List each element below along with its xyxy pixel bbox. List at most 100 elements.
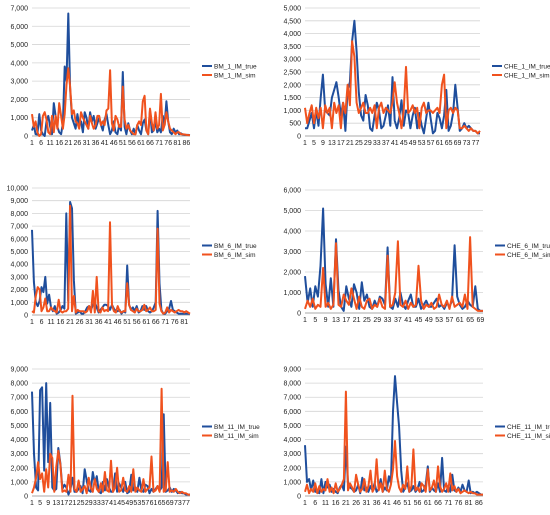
legend-label: CHE_6_IM_true [507, 243, 550, 250]
x-tick-label: 45 [415, 317, 423, 324]
legend-label: CHE_6_IM_sim [507, 252, 550, 259]
y-tick-label: 1,000 [283, 108, 301, 115]
y-tick-label: 7,000 [10, 6, 28, 13]
x-tick-label: 66 [152, 319, 160, 326]
y-tick-label: 3,000 [283, 57, 301, 64]
y-tick-label: 1,500 [283, 95, 301, 102]
chart-che1: 0 500 1,000 1,500 2,000 2,500 3,000 3,500 4,000 4… [283, 6, 550, 148]
y-tick-label: 3,000 [10, 451, 28, 458]
y-tick-label: 3,000 [283, 451, 301, 458]
y-tick-label: 2,500 [283, 70, 301, 77]
x-tick-label: 36 [373, 500, 381, 507]
x-tick-label: 17 [337, 140, 345, 147]
chart-bm6: 0 1,000 2,000 3,000 4,000 5,000 6,000 7,000 8,00… [7, 186, 257, 327]
x-tick-label: 61 [137, 140, 145, 147]
x-tick-label: 81 [465, 500, 473, 507]
x-tick-label: 17 [342, 317, 350, 324]
x-tick-label: 37 [382, 140, 390, 147]
y-tick-label: 6,000 [283, 188, 301, 195]
x-tick-label: 31 [85, 319, 93, 326]
x-tick-label: 1 [303, 140, 307, 147]
y-tick-label: 9,000 [10, 367, 28, 374]
x-tick-label: 13 [52, 500, 60, 507]
x-tick-label: 9 [324, 317, 328, 324]
x-tick-label: 31 [362, 500, 370, 507]
y-tick-label: 3,500 [283, 44, 301, 51]
x-tick-label: 25 [77, 500, 85, 507]
x-tick-label: 49 [425, 317, 433, 324]
x-tick-label: 37 [101, 500, 109, 507]
y-tick-label: 7,000 [10, 395, 28, 402]
legend-label: BM_11_IM_true [214, 424, 260, 431]
x-tick-label: 41 [383, 500, 391, 507]
y-tick-label: 2,000 [10, 97, 28, 104]
chart-panel-che1: 0 500 1,000 1,500 2,000 2,500 3,000 3,500 4,000 4… [275, 0, 550, 170]
y-tick-label: 0 [297, 134, 301, 141]
x-tick-label: 66 [434, 500, 442, 507]
x-tick-label: 51 [119, 140, 127, 147]
x-tick-label: 65 [466, 317, 474, 324]
x-tick-label: 76 [164, 140, 172, 147]
x-tick-label: 21 [346, 140, 354, 147]
x-tick-label: 26 [352, 500, 360, 507]
x-tick-label: 33 [93, 500, 101, 507]
y-tick-label: 5,000 [10, 249, 28, 256]
y-tick-label: 5,000 [283, 423, 301, 430]
legend-label: BM_6_IM_true [214, 243, 257, 250]
x-tick-label: 41 [404, 317, 412, 324]
x-tick-label: 21 [353, 317, 361, 324]
series-line-BM_6_IM_sim [31, 204, 191, 315]
x-tick-label: 29 [85, 500, 93, 507]
chart-panel-che11: 0 1,000 2,000 3,000 4,000 5,000 6,000 7,000 8,00… [275, 360, 550, 510]
x-tick-label: 71 [444, 500, 452, 507]
x-tick-label: 76 [455, 500, 463, 507]
y-tick-label: 5,000 [283, 208, 301, 215]
series-line-CHE_6_IM_sim [304, 236, 483, 312]
y-tick-label: 6,000 [10, 24, 28, 31]
x-tick-label: 9 [46, 500, 50, 507]
x-tick-label: 46 [393, 500, 401, 507]
x-tick-label: 71 [161, 319, 169, 326]
y-tick-label: 0 [24, 494, 28, 501]
y-tick-label: 1,000 [10, 300, 28, 307]
x-tick-label: 53 [418, 140, 426, 147]
x-tick-label: 73 [174, 500, 182, 507]
y-tick-label: 4,000 [283, 437, 301, 444]
y-tick-label: 2,000 [10, 287, 28, 294]
y-tick-label: 2,000 [283, 465, 301, 472]
x-tick-label: 16 [57, 319, 65, 326]
x-tick-label: 1 [30, 319, 34, 326]
x-tick-label: 53 [435, 317, 443, 324]
x-tick-label: 57 [142, 500, 150, 507]
x-tick-label: 41 [101, 140, 109, 147]
x-tick-label: 16 [332, 500, 340, 507]
y-tick-label: 2,000 [283, 270, 301, 277]
x-tick-label: 21 [69, 500, 77, 507]
legend-label: CHE_11_IM_sim [507, 433, 550, 440]
x-tick-label: 69 [477, 317, 485, 324]
y-tick-label: 1,000 [283, 479, 301, 486]
x-tick-label: 1 [30, 500, 34, 507]
x-tick-label: 29 [364, 140, 372, 147]
y-tick-label: 4,000 [10, 262, 28, 269]
legend-label: BM_6_IM_sim [214, 252, 256, 259]
x-tick-label: 41 [109, 500, 117, 507]
x-tick-label: 61 [424, 500, 432, 507]
x-tick-label: 49 [125, 500, 133, 507]
y-tick-label: 4,000 [10, 60, 28, 67]
x-tick-label: 37 [394, 317, 402, 324]
chart-panel-bm1: 0 1,000 2,000 3,000 4,000 5,000 6,000 7,000 1 6 11… [0, 0, 275, 170]
x-tick-label: 25 [355, 140, 363, 147]
y-tick-label: 0 [24, 134, 28, 141]
y-tick-label: 2,000 [10, 465, 28, 472]
legend-label: BM_1_IM_true [214, 64, 257, 71]
y-tick-label: 4,000 [283, 229, 301, 236]
x-tick-label: 5 [312, 140, 316, 147]
chart-panel-che6: 0 1,000 2,000 3,000 4,000 5,000 6,000 1 5 9 13 17 21… [275, 180, 550, 330]
x-tick-label: 5 [38, 500, 42, 507]
y-tick-label: 4,000 [283, 31, 301, 38]
x-tick-label: 13 [332, 317, 340, 324]
x-tick-label: 57 [427, 140, 435, 147]
y-tick-label: 1,000 [10, 479, 28, 486]
x-tick-label: 17 [61, 500, 69, 507]
